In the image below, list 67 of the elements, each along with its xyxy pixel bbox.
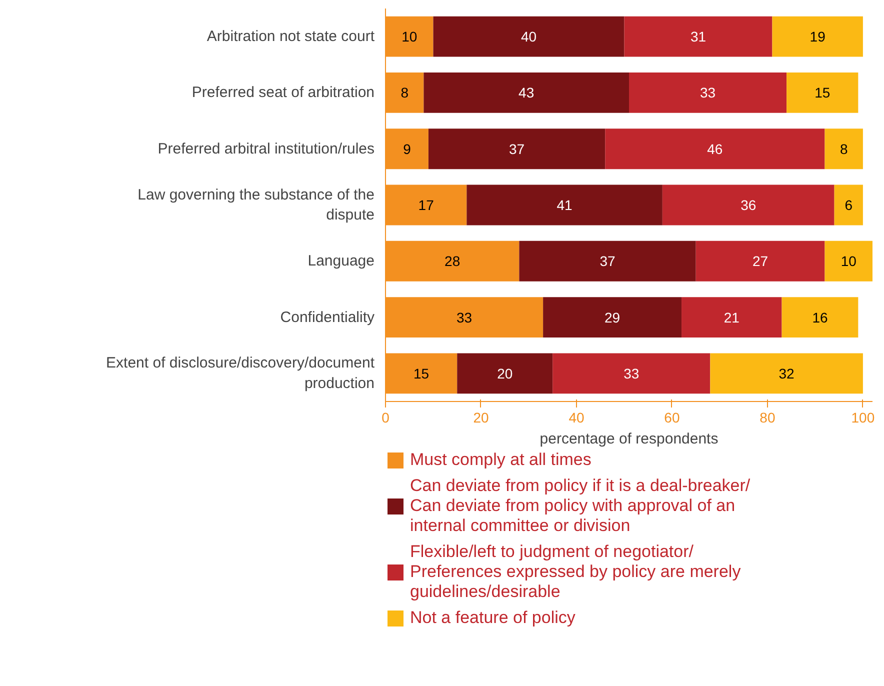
- x-tick-label: 40: [568, 410, 584, 426]
- data-label: 16: [812, 309, 828, 326]
- bar: [629, 72, 787, 113]
- x-tick-label: 0: [382, 410, 390, 426]
- data-label: 33: [700, 84, 716, 101]
- y-tick-label: Preferred seat of arbitration: [192, 84, 374, 102]
- legend-label: Not a feature of policy: [410, 608, 576, 628]
- y-tick-label: Arbitration not state court: [206, 28, 376, 46]
- x-axis-title: percentage of respondents: [540, 430, 718, 448]
- bar: [772, 16, 863, 57]
- data-label: 8: [400, 84, 409, 101]
- bar: [786, 72, 858, 113]
- bar: [605, 128, 825, 170]
- bar: [624, 16, 772, 57]
- data-label: 40: [520, 28, 537, 45]
- data-label: 29: [604, 309, 620, 326]
- bar: [682, 297, 782, 338]
- legend-label: Must comply at all times: [410, 450, 592, 470]
- bar: [424, 72, 629, 113]
- bar: [696, 240, 825, 282]
- data-label: 43: [518, 84, 534, 101]
- data-label: 46: [707, 140, 723, 157]
- data-label: 28: [444, 253, 460, 270]
- data-label: 10: [840, 253, 857, 270]
- bar: [824, 240, 872, 282]
- x-tick-label: 20: [473, 410, 489, 426]
- data-label: 27: [752, 253, 768, 270]
- data-label: 33: [624, 365, 640, 382]
- data-label: 37: [600, 253, 616, 270]
- bar: [824, 128, 863, 170]
- bar: [543, 297, 682, 338]
- x-tick-label: 80: [760, 410, 776, 426]
- y-tick-label: Preferred arbitral institution/rules: [158, 140, 375, 158]
- data-label: 15: [814, 84, 830, 101]
- bar: [834, 184, 863, 226]
- data-label: 31: [690, 28, 706, 45]
- y-tick-label: Extent of disclosure/discovery/document production: [106, 354, 376, 392]
- data-label: 32: [778, 365, 795, 382]
- bar: [466, 184, 662, 226]
- data-label: 33: [456, 309, 472, 326]
- data-label: 17: [418, 197, 434, 213]
- data-label: 9: [403, 140, 412, 157]
- data-label: 15: [414, 365, 430, 382]
- bar: [519, 240, 696, 282]
- bar: [662, 184, 834, 226]
- bar: [710, 353, 863, 394]
- data-label: 10: [402, 28, 418, 45]
- y-tick-label: Law governing the substance of the dispute: [138, 186, 375, 224]
- bar: [433, 16, 624, 57]
- data-label: 37: [509, 140, 525, 157]
- bar: [552, 353, 710, 394]
- data-label: 8: [840, 140, 848, 157]
- x-tick-label: 60: [664, 410, 680, 426]
- data-label: 41: [556, 197, 573, 213]
- y-tick-label: Confidentiality: [280, 308, 375, 326]
- data-label: 19: [810, 28, 826, 45]
- data-label: 21: [724, 309, 740, 326]
- bar: [428, 128, 606, 170]
- x-tick-label: 100: [851, 410, 875, 426]
- bar: [457, 353, 553, 394]
- legend-label: Can deviate from policy if it is a deal-breaker/ Can deviate from policy with approval of an internal committee or division: [410, 476, 750, 536]
- bar: [782, 297, 858, 338]
- data-label: 6: [844, 197, 853, 213]
- legend-label: Flexible/left to judgment of negotiator/ Preferences expressed by policy are merely guidelines/desirable: [410, 542, 741, 602]
- data-label: 36: [740, 197, 756, 213]
- data-label: 20: [497, 365, 513, 382]
- y-tick-label: Language: [308, 252, 375, 270]
